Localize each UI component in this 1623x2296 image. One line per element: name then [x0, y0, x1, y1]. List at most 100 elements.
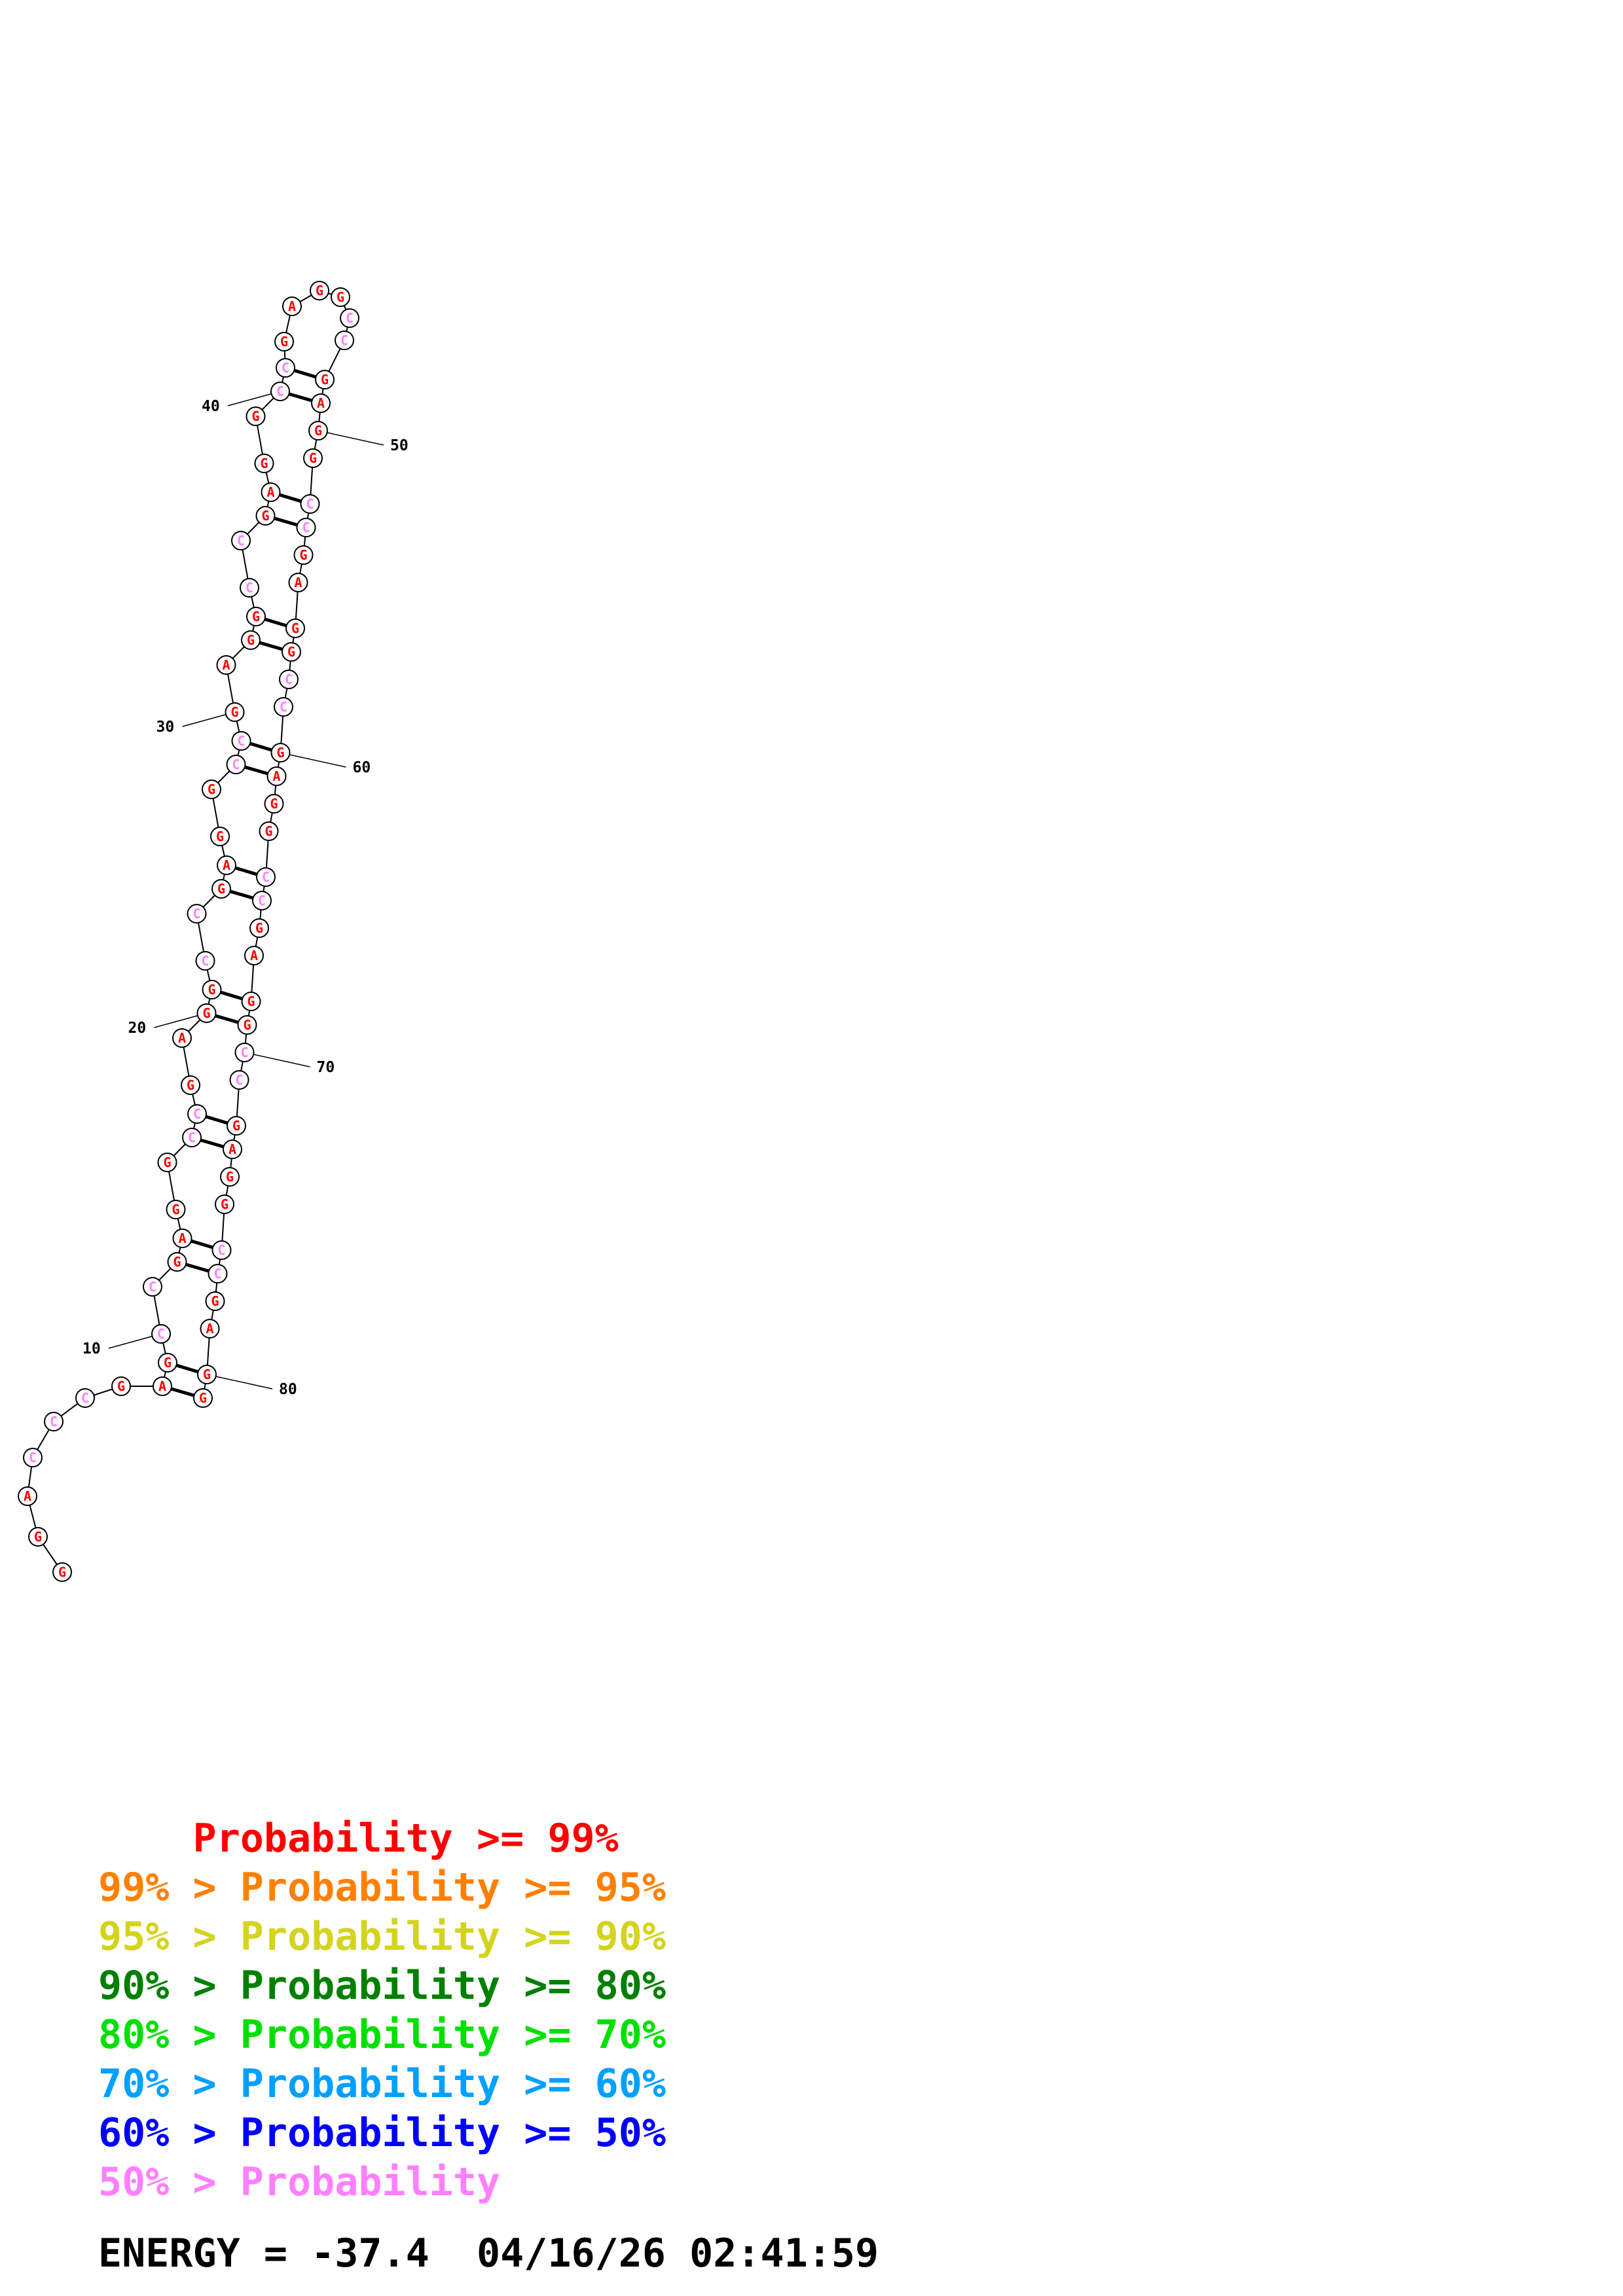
nucleotide-letter: G	[117, 1378, 125, 1394]
nucleotide-letter: G	[199, 1390, 207, 1406]
nucleotide: G	[246, 406, 266, 426]
nucleotide-letter: C	[346, 310, 354, 326]
nucleotide-letter: G	[270, 796, 278, 812]
nucleotide: A	[200, 1319, 220, 1338]
nucleotide-letter: G	[232, 1118, 240, 1134]
nucleotide-circle	[172, 1028, 192, 1048]
nucleotide: G	[196, 1003, 217, 1023]
nucleotide: G	[225, 702, 245, 722]
nucleotide-circle	[331, 287, 350, 307]
nucleotide-circle	[187, 904, 207, 924]
nucleotide: G	[293, 545, 314, 565]
nucleotide: A	[261, 482, 281, 502]
nucleotide-letter: G	[187, 1077, 194, 1093]
nucleotide-letter: C	[192, 906, 200, 922]
nucleotide-circle	[220, 1167, 240, 1187]
nucleotide-letter: A	[266, 484, 274, 500]
nucleotide: C	[279, 670, 299, 689]
nucleotide-circle	[237, 1015, 257, 1035]
tick-label: 10	[82, 1340, 101, 1357]
nucleotide-circle	[234, 1043, 255, 1062]
nucleotide-letter: A	[178, 1030, 186, 1046]
legend-label: Probability >= 80%	[240, 1963, 666, 2009]
nucleotide: G	[274, 332, 294, 351]
nucleotide: C	[231, 731, 251, 751]
nucleotide-circle	[300, 494, 320, 514]
nucleotide-circle	[335, 331, 354, 350]
nucleotide-letter: C	[340, 332, 348, 348]
nucleotide: G	[264, 794, 284, 814]
nucleotide-letter: G	[276, 745, 284, 761]
nucleotide: A	[153, 1376, 172, 1396]
nucleotide: G	[249, 918, 269, 938]
nucleotide-circle	[276, 358, 295, 378]
nucleotide-letter: G	[280, 334, 288, 350]
nucleotide-circle	[217, 855, 236, 875]
legend-label: Probability >= 99%	[192, 1816, 619, 1861]
nucleotide-letter: C	[258, 893, 266, 908]
nucleotide-letter: C	[285, 672, 293, 687]
nucleotide-letter: G	[264, 823, 272, 839]
nucleotide: C	[211, 1240, 232, 1260]
nucleotide-letter: G	[173, 1254, 181, 1270]
probability-legend: Probability >= 99% 99% > Probability >= 9…	[98, 1814, 666, 2207]
nucleotide-circle	[270, 743, 291, 762]
nucleotide-letter: G	[163, 1155, 171, 1170]
nucleotide: A	[244, 946, 264, 965]
nucleotide-circle	[261, 482, 281, 502]
nucleotide-circle	[167, 1252, 187, 1272]
nucleotide-letter: C	[246, 580, 253, 596]
nucleotide-circle	[293, 545, 314, 565]
nucleotide: G	[255, 506, 276, 526]
tick-line	[206, 1374, 273, 1390]
nucleotide-letter: C	[282, 360, 289, 376]
nucleotide-letter: G	[299, 547, 307, 563]
nucleotide-circle	[229, 1070, 249, 1090]
nucleotide-circle	[231, 531, 251, 550]
nucleotide-circle	[202, 780, 221, 799]
nucleotide-circle	[227, 1116, 246, 1136]
nucleotide: G	[310, 281, 329, 300]
nucleotide-letter: G	[226, 1169, 234, 1185]
nucleotide-letter: G	[58, 1564, 66, 1580]
nucleotide: C	[182, 1128, 202, 1147]
nucleotide-circle	[255, 506, 276, 526]
legend-label: Probability >= 95%	[240, 1865, 666, 1910]
nucleotide-circle	[315, 370, 335, 389]
nucleotide-letter: A	[250, 948, 258, 963]
nucleotide-circle	[270, 382, 290, 401]
nucleotide-letter: C	[213, 1266, 221, 1282]
nucleotide-circle	[241, 992, 261, 1011]
nucleotide: G	[167, 1252, 187, 1272]
nucleotide: G	[259, 821, 279, 841]
nucleotide: G	[211, 879, 231, 899]
nucleotide-circle	[225, 702, 245, 722]
nucleotide-letter: G	[230, 704, 238, 720]
nucleotide-letter: C	[280, 699, 287, 715]
nucleotide: G	[111, 1376, 131, 1396]
nucleotide: G	[28, 1527, 48, 1547]
nucleotide-circle	[274, 697, 293, 717]
nucleotide-letter: G	[260, 456, 268, 471]
nucleotide-letter: G	[208, 982, 215, 997]
nucleotide: G	[166, 1200, 186, 1219]
nucleotide: C	[234, 1043, 255, 1062]
nucleotide-letter: G	[216, 829, 224, 844]
nucleotide: G	[205, 1291, 225, 1311]
legend-threshold: 50% >	[98, 2159, 240, 2205]
nucleotide-circle	[266, 766, 287, 786]
legend-line: 50% > Probability	[98, 2158, 666, 2207]
nucleotide-circle	[205, 1291, 225, 1311]
nucleotide-letter: A	[206, 1321, 213, 1336]
nucleotide-circle	[210, 827, 230, 846]
nucleotide: G	[52, 1562, 72, 1582]
nucleotide-circle	[182, 1128, 202, 1147]
nucleotide-circle	[172, 1229, 192, 1248]
nucleotide-letter: A	[222, 657, 230, 673]
nucleotide-letter: G	[211, 1293, 219, 1309]
nucleotide-circle	[197, 1365, 217, 1384]
nucleotide: C	[256, 867, 276, 887]
nucleotide-letter: C	[237, 733, 245, 749]
nucleotide-circle	[208, 1264, 228, 1283]
